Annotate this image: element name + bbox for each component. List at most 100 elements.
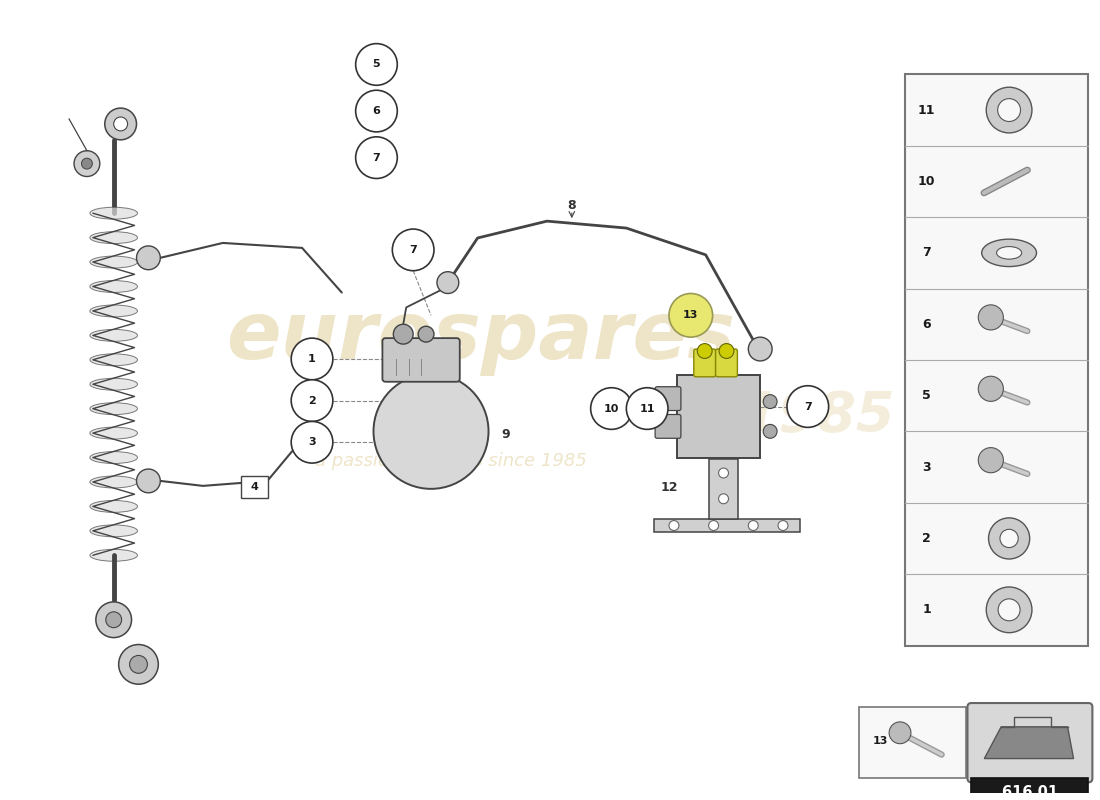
Text: 5: 5 <box>923 389 932 402</box>
Circle shape <box>96 602 132 638</box>
Ellipse shape <box>90 427 138 439</box>
Circle shape <box>355 137 397 178</box>
Text: 5: 5 <box>373 59 381 70</box>
Ellipse shape <box>981 239 1036 266</box>
Text: 12: 12 <box>660 482 678 494</box>
Circle shape <box>1000 530 1019 547</box>
Ellipse shape <box>90 354 138 366</box>
Circle shape <box>718 494 728 504</box>
FancyBboxPatch shape <box>656 386 681 410</box>
Text: 7: 7 <box>923 246 932 259</box>
Text: 6: 6 <box>373 106 381 116</box>
Ellipse shape <box>997 246 1022 259</box>
FancyBboxPatch shape <box>656 414 681 438</box>
Ellipse shape <box>90 501 138 512</box>
FancyBboxPatch shape <box>859 707 967 778</box>
Text: 616 01: 616 01 <box>1002 785 1058 800</box>
Polygon shape <box>984 727 1074 758</box>
Text: 2: 2 <box>923 532 932 545</box>
Circle shape <box>748 521 758 530</box>
Circle shape <box>719 343 734 358</box>
Circle shape <box>136 469 161 493</box>
Text: 10: 10 <box>604 403 619 414</box>
Circle shape <box>748 337 772 361</box>
FancyBboxPatch shape <box>241 476 268 498</box>
Circle shape <box>697 343 712 358</box>
Circle shape <box>74 150 100 177</box>
Text: 7: 7 <box>409 245 417 255</box>
Circle shape <box>989 518 1030 559</box>
Circle shape <box>669 294 713 337</box>
Polygon shape <box>654 518 800 533</box>
Text: 13: 13 <box>683 310 698 320</box>
Circle shape <box>292 338 333 380</box>
FancyBboxPatch shape <box>905 74 1088 646</box>
Circle shape <box>763 394 777 409</box>
Circle shape <box>978 448 1003 473</box>
Text: 3: 3 <box>308 438 316 447</box>
Text: 7: 7 <box>804 402 812 411</box>
Ellipse shape <box>90 525 138 537</box>
FancyBboxPatch shape <box>694 349 716 377</box>
Circle shape <box>81 158 92 169</box>
Ellipse shape <box>90 256 138 268</box>
Text: 11: 11 <box>918 103 936 117</box>
Ellipse shape <box>90 476 138 488</box>
Ellipse shape <box>90 402 138 414</box>
Ellipse shape <box>90 232 138 243</box>
Circle shape <box>292 422 333 463</box>
Circle shape <box>136 246 161 270</box>
Ellipse shape <box>90 305 138 317</box>
Circle shape <box>708 521 718 530</box>
Text: 4: 4 <box>251 482 258 492</box>
Text: 8: 8 <box>568 198 576 212</box>
Circle shape <box>292 380 333 422</box>
FancyBboxPatch shape <box>968 703 1092 782</box>
Circle shape <box>355 44 397 86</box>
Ellipse shape <box>90 550 138 562</box>
Text: 13: 13 <box>872 736 888 746</box>
Ellipse shape <box>90 378 138 390</box>
Circle shape <box>778 521 788 530</box>
Ellipse shape <box>90 207 138 219</box>
Text: 1: 1 <box>923 603 932 616</box>
Circle shape <box>987 587 1032 633</box>
Circle shape <box>718 468 728 478</box>
Text: 11: 11 <box>639 403 654 414</box>
Circle shape <box>591 388 632 430</box>
Ellipse shape <box>90 330 138 342</box>
Ellipse shape <box>90 281 138 293</box>
FancyBboxPatch shape <box>971 778 1088 800</box>
Text: 6: 6 <box>923 318 931 330</box>
Text: 2: 2 <box>308 396 316 406</box>
FancyBboxPatch shape <box>383 338 460 382</box>
Circle shape <box>113 117 128 131</box>
Circle shape <box>889 722 911 744</box>
Polygon shape <box>708 459 738 518</box>
Circle shape <box>626 388 668 430</box>
Circle shape <box>669 521 679 530</box>
Circle shape <box>786 386 828 427</box>
Circle shape <box>437 272 459 294</box>
Circle shape <box>418 326 434 342</box>
Text: 7: 7 <box>373 153 381 162</box>
Text: 1: 1 <box>308 354 316 364</box>
Circle shape <box>106 612 122 628</box>
Circle shape <box>355 90 397 132</box>
FancyBboxPatch shape <box>676 375 760 458</box>
Text: a passion for parts since 1985: a passion for parts since 1985 <box>315 452 586 470</box>
Circle shape <box>763 424 777 438</box>
Circle shape <box>393 229 434 270</box>
Ellipse shape <box>90 451 138 463</box>
Circle shape <box>374 374 488 489</box>
Circle shape <box>394 324 414 344</box>
FancyBboxPatch shape <box>716 349 737 377</box>
Circle shape <box>998 98 1021 122</box>
Text: 10: 10 <box>918 175 936 188</box>
Circle shape <box>119 645 158 684</box>
Circle shape <box>987 87 1032 133</box>
Circle shape <box>998 599 1020 621</box>
Circle shape <box>978 305 1003 330</box>
Text: 1985: 1985 <box>740 390 895 443</box>
Text: 3: 3 <box>923 461 931 474</box>
